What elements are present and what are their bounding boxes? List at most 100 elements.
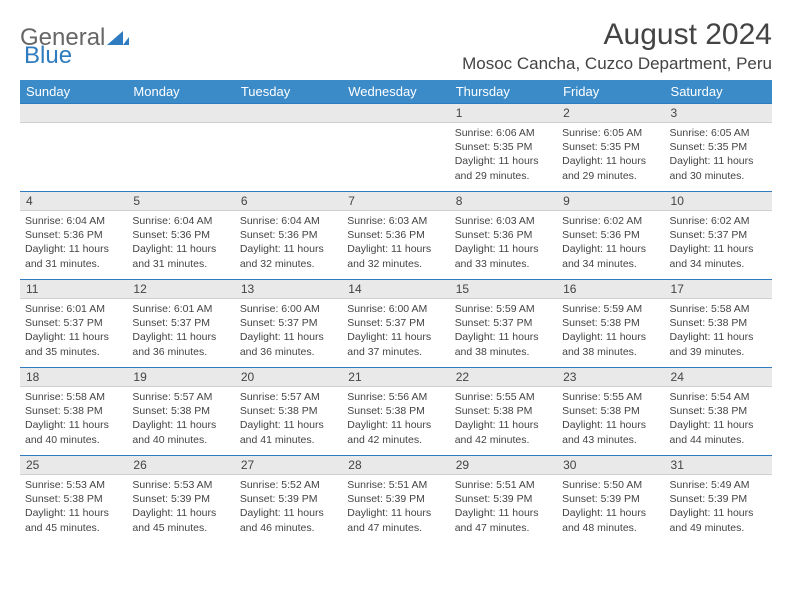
- calendar-week-row: 25Sunrise: 5:53 AMSunset: 5:38 PMDayligh…: [20, 456, 772, 544]
- calendar-cell: 10Sunrise: 6:02 AMSunset: 5:37 PMDayligh…: [665, 192, 772, 280]
- calendar-cell: [20, 104, 127, 192]
- day-content: Sunrise: 5:54 AMSunset: 5:38 PMDaylight:…: [665, 387, 772, 451]
- day-content: Sunrise: 6:01 AMSunset: 5:37 PMDaylight:…: [20, 299, 127, 363]
- weekday-header: Wednesday: [342, 80, 449, 104]
- day-content: Sunrise: 6:04 AMSunset: 5:36 PMDaylight:…: [127, 211, 234, 275]
- day-content: Sunrise: 6:06 AMSunset: 5:35 PMDaylight:…: [450, 123, 557, 187]
- day-number: [235, 104, 342, 123]
- day-content: Sunrise: 5:58 AMSunset: 5:38 PMDaylight:…: [20, 387, 127, 451]
- day-content: Sunrise: 5:52 AMSunset: 5:39 PMDaylight:…: [235, 475, 342, 539]
- day-number: 22: [450, 368, 557, 387]
- day-number: 13: [235, 280, 342, 299]
- calendar-cell: [342, 104, 449, 192]
- calendar-cell: 17Sunrise: 5:58 AMSunset: 5:38 PMDayligh…: [665, 280, 772, 368]
- day-content: Sunrise: 6:03 AMSunset: 5:36 PMDaylight:…: [450, 211, 557, 275]
- day-content: Sunrise: 6:03 AMSunset: 5:36 PMDaylight:…: [342, 211, 449, 275]
- day-content: Sunrise: 6:01 AMSunset: 5:37 PMDaylight:…: [127, 299, 234, 363]
- calendar-cell: [235, 104, 342, 192]
- day-number: 15: [450, 280, 557, 299]
- calendar-cell: 9Sunrise: 6:02 AMSunset: 5:36 PMDaylight…: [557, 192, 664, 280]
- calendar-cell: 30Sunrise: 5:50 AMSunset: 5:39 PMDayligh…: [557, 456, 664, 544]
- calendar-cell: 26Sunrise: 5:53 AMSunset: 5:39 PMDayligh…: [127, 456, 234, 544]
- calendar-cell: 24Sunrise: 5:54 AMSunset: 5:38 PMDayligh…: [665, 368, 772, 456]
- title-block: August 2024 Mosoc Cancha, Cuzco Departme…: [462, 18, 772, 74]
- calendar-cell: 27Sunrise: 5:52 AMSunset: 5:39 PMDayligh…: [235, 456, 342, 544]
- day-content: Sunrise: 6:02 AMSunset: 5:37 PMDaylight:…: [665, 211, 772, 275]
- calendar-cell: 1Sunrise: 6:06 AMSunset: 5:35 PMDaylight…: [450, 104, 557, 192]
- day-number: 27: [235, 456, 342, 475]
- day-number: [127, 104, 234, 123]
- day-number: 6: [235, 192, 342, 211]
- calendar-cell: 22Sunrise: 5:55 AMSunset: 5:38 PMDayligh…: [450, 368, 557, 456]
- calendar-cell: 19Sunrise: 5:57 AMSunset: 5:38 PMDayligh…: [127, 368, 234, 456]
- calendar-week-row: 18Sunrise: 5:58 AMSunset: 5:38 PMDayligh…: [20, 368, 772, 456]
- day-content: Sunrise: 6:02 AMSunset: 5:36 PMDaylight:…: [557, 211, 664, 275]
- calendar-cell: 16Sunrise: 5:59 AMSunset: 5:38 PMDayligh…: [557, 280, 664, 368]
- day-number: 28: [342, 456, 449, 475]
- day-content: Sunrise: 5:50 AMSunset: 5:39 PMDaylight:…: [557, 475, 664, 539]
- calendar-cell: 29Sunrise: 5:51 AMSunset: 5:39 PMDayligh…: [450, 456, 557, 544]
- day-number: 14: [342, 280, 449, 299]
- calendar-cell: 13Sunrise: 6:00 AMSunset: 5:37 PMDayligh…: [235, 280, 342, 368]
- day-number: 18: [20, 368, 127, 387]
- day-content: Sunrise: 6:00 AMSunset: 5:37 PMDaylight:…: [235, 299, 342, 363]
- day-number: 10: [665, 192, 772, 211]
- day-content: Sunrise: 5:53 AMSunset: 5:38 PMDaylight:…: [20, 475, 127, 539]
- logo-icon: [107, 24, 129, 52]
- day-content: Sunrise: 5:57 AMSunset: 5:38 PMDaylight:…: [235, 387, 342, 451]
- calendar-cell: 3Sunrise: 6:05 AMSunset: 5:35 PMDaylight…: [665, 104, 772, 192]
- month-title: August 2024: [462, 18, 772, 52]
- day-content: Sunrise: 5:55 AMSunset: 5:38 PMDaylight:…: [557, 387, 664, 451]
- day-number: 25: [20, 456, 127, 475]
- calendar-cell: 25Sunrise: 5:53 AMSunset: 5:38 PMDayligh…: [20, 456, 127, 544]
- day-content: Sunrise: 5:55 AMSunset: 5:38 PMDaylight:…: [450, 387, 557, 451]
- day-number: 19: [127, 368, 234, 387]
- day-number: 3: [665, 104, 772, 123]
- day-number: 2: [557, 104, 664, 123]
- day-number: 26: [127, 456, 234, 475]
- day-number: 23: [557, 368, 664, 387]
- day-content: Sunrise: 5:51 AMSunset: 5:39 PMDaylight:…: [450, 475, 557, 539]
- day-number: 17: [665, 280, 772, 299]
- location: Mosoc Cancha, Cuzco Department, Peru: [462, 54, 772, 74]
- calendar-cell: 23Sunrise: 5:55 AMSunset: 5:38 PMDayligh…: [557, 368, 664, 456]
- day-number: 30: [557, 456, 664, 475]
- calendar-cell: 20Sunrise: 5:57 AMSunset: 5:38 PMDayligh…: [235, 368, 342, 456]
- day-content: Sunrise: 5:58 AMSunset: 5:38 PMDaylight:…: [665, 299, 772, 363]
- day-content: Sunrise: 6:04 AMSunset: 5:36 PMDaylight:…: [20, 211, 127, 275]
- weekday-header: Saturday: [665, 80, 772, 104]
- calendar-cell: 6Sunrise: 6:04 AMSunset: 5:36 PMDaylight…: [235, 192, 342, 280]
- day-content: Sunrise: 5:56 AMSunset: 5:38 PMDaylight:…: [342, 387, 449, 451]
- calendar-cell: 31Sunrise: 5:49 AMSunset: 5:39 PMDayligh…: [665, 456, 772, 544]
- calendar-table: SundayMondayTuesdayWednesdayThursdayFrid…: [20, 80, 772, 544]
- day-content: Sunrise: 5:59 AMSunset: 5:38 PMDaylight:…: [557, 299, 664, 363]
- calendar-cell: 18Sunrise: 5:58 AMSunset: 5:38 PMDayligh…: [20, 368, 127, 456]
- day-content: Sunrise: 6:05 AMSunset: 5:35 PMDaylight:…: [665, 123, 772, 187]
- calendar-week-row: 11Sunrise: 6:01 AMSunset: 5:37 PMDayligh…: [20, 280, 772, 368]
- day-content: Sunrise: 6:04 AMSunset: 5:36 PMDaylight:…: [235, 211, 342, 275]
- calendar-cell: 4Sunrise: 6:04 AMSunset: 5:36 PMDaylight…: [20, 192, 127, 280]
- day-content: Sunrise: 5:57 AMSunset: 5:38 PMDaylight:…: [127, 387, 234, 451]
- day-number: [20, 104, 127, 123]
- calendar-cell: 8Sunrise: 6:03 AMSunset: 5:36 PMDaylight…: [450, 192, 557, 280]
- weekday-header: Thursday: [450, 80, 557, 104]
- day-number: 16: [557, 280, 664, 299]
- calendar-cell: 15Sunrise: 5:59 AMSunset: 5:37 PMDayligh…: [450, 280, 557, 368]
- day-number: 24: [665, 368, 772, 387]
- header: General August 2024 Mosoc Cancha, Cuzco …: [20, 18, 772, 74]
- weekday-header: Sunday: [20, 80, 127, 104]
- weekday-header: Friday: [557, 80, 664, 104]
- day-number: 7: [342, 192, 449, 211]
- day-number: [342, 104, 449, 123]
- logo-text-blue: Blue: [24, 42, 72, 70]
- day-number: 11: [20, 280, 127, 299]
- weekday-header-row: SundayMondayTuesdayWednesdayThursdayFrid…: [20, 80, 772, 104]
- day-content: Sunrise: 6:05 AMSunset: 5:35 PMDaylight:…: [557, 123, 664, 187]
- calendar-cell: 28Sunrise: 5:51 AMSunset: 5:39 PMDayligh…: [342, 456, 449, 544]
- day-number: 9: [557, 192, 664, 211]
- calendar-week-row: 1Sunrise: 6:06 AMSunset: 5:35 PMDaylight…: [20, 104, 772, 192]
- calendar-cell: 7Sunrise: 6:03 AMSunset: 5:36 PMDaylight…: [342, 192, 449, 280]
- day-content: Sunrise: 5:53 AMSunset: 5:39 PMDaylight:…: [127, 475, 234, 539]
- day-number: 29: [450, 456, 557, 475]
- day-content: Sunrise: 5:51 AMSunset: 5:39 PMDaylight:…: [342, 475, 449, 539]
